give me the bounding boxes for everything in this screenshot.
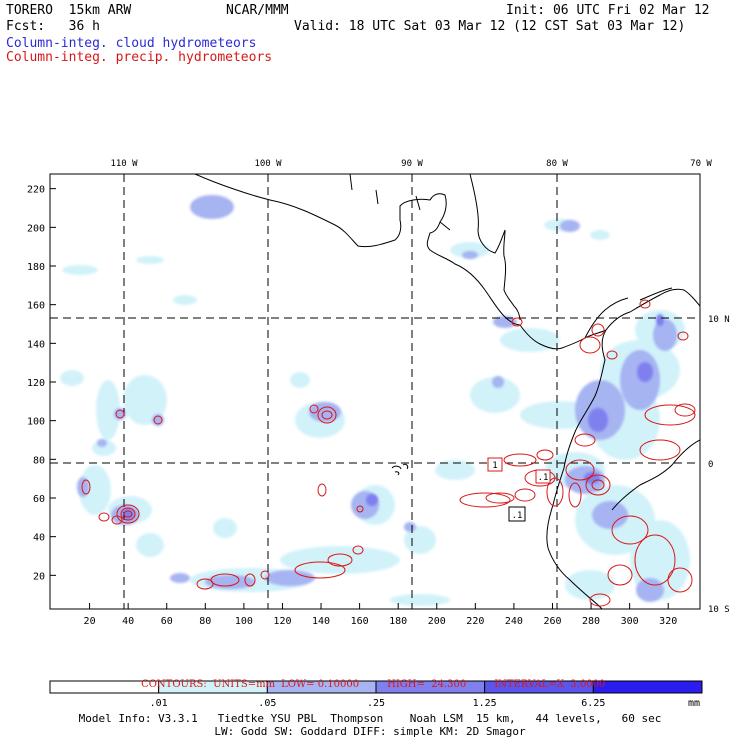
x-tick-label: 100 [235,616,253,627]
lon-label: 110 W [110,159,138,169]
y-tick-label: 60 [33,494,45,505]
x-tick-label: 200 [428,616,446,627]
x-tick-label: 20 [84,616,96,627]
forecast-hour: Fcst: 36 h [6,19,100,34]
y-tick-label: 200 [27,223,45,234]
x-tick-label: 180 [389,616,407,627]
contour-info: CONTOURS: UNITS=mm LOW= 0.10000 HIGH= 24.3… [0,668,740,690]
field-precip-label: Column-integ. precip. hydrometeors [6,50,273,65]
x-tick-label: 300 [621,616,639,627]
y-tick-label: 100 [27,417,45,428]
plot-frame [49,173,701,610]
model-info-line1: Model Info: V3.3.1 Tiedtke YSU PBL Thomp… [78,712,662,725]
colorbar-label: .25 [367,698,385,709]
y-tick-label: 160 [27,301,45,312]
lon-label: 100 W [254,159,282,169]
colorbar-label: .05 [258,698,276,709]
y-tick-label: 140 [27,339,45,350]
contour-label: .1 [538,473,549,483]
lat-label: 0 [708,460,713,470]
x-tick-label: 120 [273,616,291,627]
init-time: Init: 06 UTC Fri 02 Mar 12 [506,3,710,18]
y-tick-label: 20 [33,571,45,582]
y-tick-label: 220 [27,185,45,196]
contour-labels: 1 .1 .1 [487,457,551,522]
contour-low: LOW= 0.10000 [281,679,360,690]
contour-label: 1 [492,461,497,471]
model-info-line2: LW: Godd SW: Goddard DIFF: simple KM: 2D… [214,725,526,738]
x-tick-label: 40 [122,616,134,627]
contour-high: HIGH= 24.300 [387,679,467,690]
org-label: NCAR/MMM [226,3,289,18]
lat-label: 10 N [708,315,730,325]
y-tick-label: 180 [27,262,45,273]
x-tick-label: 140 [312,616,330,627]
lat-label: 10 S [708,605,730,615]
contour-label: .1 [512,511,523,521]
contour-interval: INTERVAL=X 3.0000 [494,679,606,690]
colorbar-label: 1.25 [473,698,497,709]
x-tick-label: 60 [161,616,173,627]
lon-label: 90 W [401,159,423,169]
precip-contours [81,299,696,607]
y-tick-label: 80 [33,455,45,466]
x-tick-label: 240 [505,616,523,627]
colorbar-label: .01 [150,698,168,709]
cloud-shading-dark [122,314,664,520]
valid-time: Valid: 18 UTC Sat 03 Mar 12 (12 CST Sat … [294,19,686,34]
model-name: TORERO 15km ARW [6,3,132,18]
x-tick-label: 260 [543,616,561,627]
y-tick-label: 40 [33,533,45,544]
colorbar-unit: mm [688,698,700,709]
x-tick-label: 160 [351,616,369,627]
lat-lon-grid [50,174,700,609]
top-lon-labels: 110 W 100 W 90 W 80 W 70 W [110,159,712,169]
x-tick-label: 80 [199,616,211,627]
field-cloud-label: Column-integ. cloud hydrometeors [6,36,257,51]
lon-label: 80 W [546,159,568,169]
right-lat-labels: 10 N 0 10 S [708,315,730,615]
colorbar-label: 6.25 [581,698,605,709]
lon-label: 70 W [690,159,712,169]
colorbar: .01 .05 .25 1.25 6.25 mm [49,680,703,709]
coastlines [194,174,700,609]
x-tick-label: 280 [582,616,600,627]
x-axis: 20 40 60 80 100 120 140 160 180 200 220 240 260 280 30… [84,603,677,627]
colorbar-swatch [592,680,703,694]
x-tick-label: 320 [659,616,677,627]
y-tick-label: 120 [27,378,45,389]
x-tick-label: 220 [466,616,484,627]
y-axis: 220 200 180 160 140 120 100 80 60 40 20 [27,185,56,582]
contour-units: CONTOURS: UNITS=mm [141,679,276,690]
